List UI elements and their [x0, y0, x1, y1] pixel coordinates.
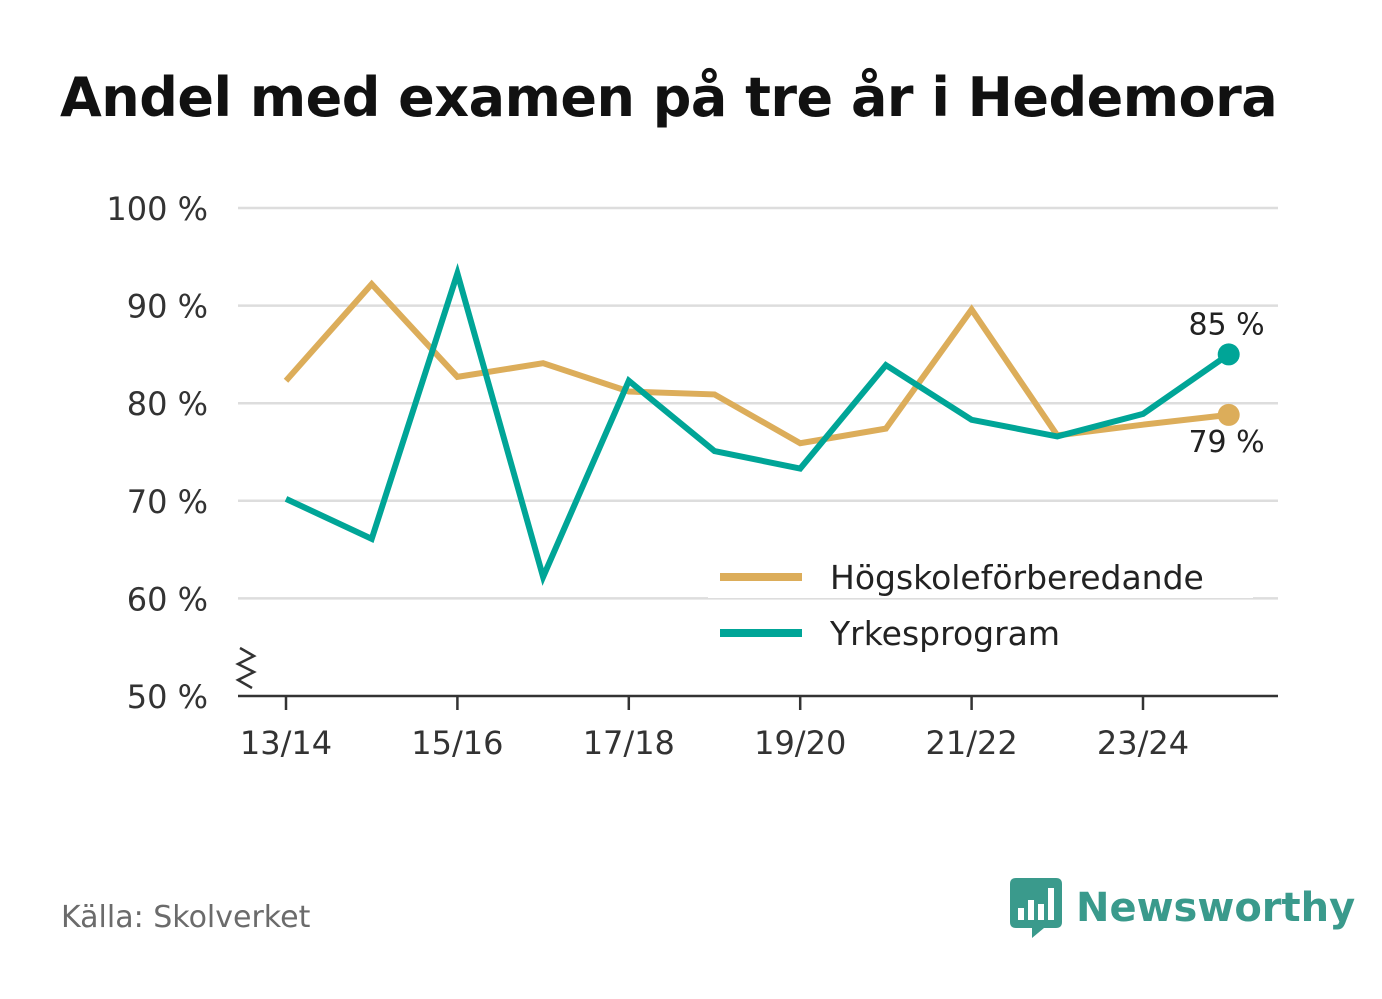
series-end-label: 79 % [1188, 425, 1264, 460]
brand-name: Newsworthy [1076, 885, 1356, 931]
chart-title: Andel med examen på tre år i Hedemora [60, 66, 1278, 129]
x-tick-label: 13/14 [240, 724, 332, 762]
axis-break-icon [235, 646, 257, 690]
series-endpoint [1217, 403, 1240, 426]
y-tick-label: 50 % [127, 678, 208, 716]
brand-logo: Newsworthy [1010, 878, 1355, 938]
y-tick-label: 90 % [127, 288, 208, 326]
x-axis-ticks: 13/14 15/16 17/18 19/20 21/22 23/24 [240, 696, 1189, 762]
gridlines [238, 206, 1278, 600]
legend: Högskoleförberedande Yrkesprogram [708, 550, 1253, 653]
y-tick-label: 100 % [106, 190, 208, 228]
newsworthy-logo-icon [1010, 878, 1062, 938]
x-tick-label: 15/16 [411, 724, 503, 762]
series-line-yrkesprogram [284, 263, 1231, 586]
x-tick-label: 23/24 [1097, 724, 1189, 762]
source-note: Källa: Skolverket [61, 900, 311, 935]
series-lines: 79 % 85 % [283, 263, 1265, 586]
series-endpoint [1217, 343, 1240, 366]
legend-label-yrkesprogram: Yrkesprogram [829, 614, 1060, 653]
y-axis-tick-labels: 50 % 60 % 70 % 80 % 90 % 100 % [106, 190, 208, 716]
y-tick-label: 60 % [127, 580, 208, 618]
legend-label-hogskoleforberedande: Högskoleförberedande [830, 558, 1204, 597]
y-tick-label: 70 % [127, 483, 208, 521]
x-tick-label: 19/20 [754, 724, 846, 762]
y-tick-label: 80 % [127, 385, 208, 423]
series-end-label: 85 % [1188, 307, 1264, 342]
x-tick-label: 21/22 [925, 724, 1017, 762]
x-tick-label: 17/18 [583, 724, 675, 762]
